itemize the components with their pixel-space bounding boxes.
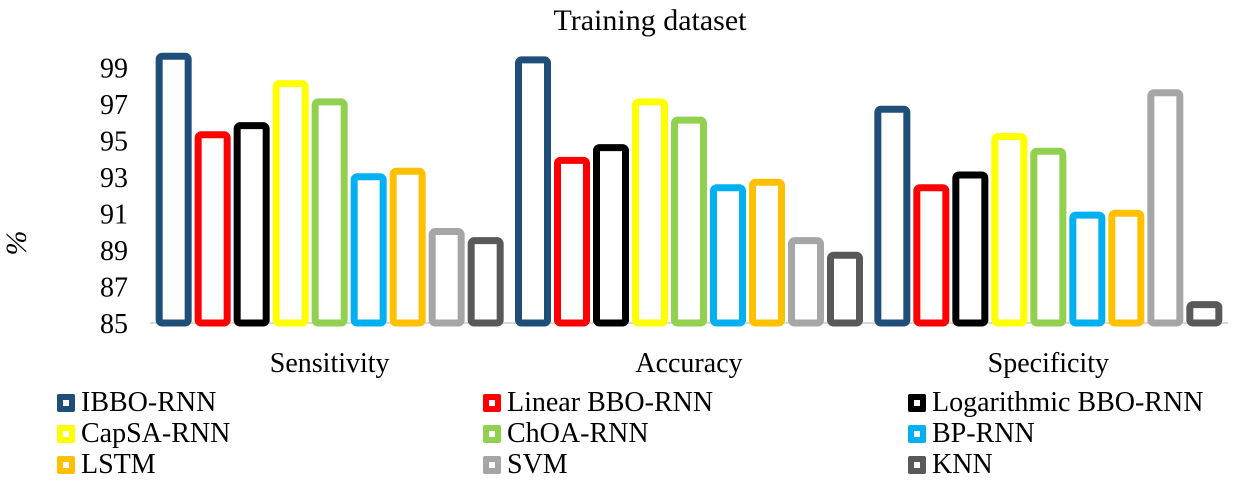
bar-bp-rnn-accuracy [710,184,746,327]
legend-label: CapSA-RNN [81,418,231,449]
bar-bp-rnn-sensitivity [350,173,387,327]
legend-swatch [57,425,75,443]
category-label-specificity: Specificity [988,348,1109,379]
legend-label: IBBO-RNN [81,387,217,418]
bar-logarithmic-bbo-rnn-specificity [952,171,989,327]
bar-lstm-specificity [1108,209,1145,327]
legend-label: LSTM [81,449,156,480]
category-label-sensitivity: Sensitivity [270,348,390,379]
legend-swatch [57,394,75,412]
legend-label: Logarithmic BBO-RNN [932,387,1204,418]
legend: IBBO-RNN Linear BBO-RNN Logarithmic BBO-RN… [0,388,1251,483]
bar-linear-bbo-rnn-sensitivity [194,131,231,327]
y-tick-label: 97 [100,90,128,121]
y-tick-label: 87 [100,272,128,303]
legend-item-logarithmic-bbo-rnn: Logarithmic BBO-RNN [908,388,1203,418]
legend-item-bp-rnn: BP-RNN [908,419,1035,449]
bar-choa-rnn-accuracy [671,116,707,327]
bar-logarithmic-bbo-rnn-sensitivity [233,122,270,327]
bar-bp-rnn-specificity [1069,211,1106,327]
bar-capsa-rnn-specificity [991,133,1028,327]
category-label-accuracy: Accuracy [635,348,742,379]
legend-item-linear-bbo-rnn: Linear BBO-RNN [483,388,713,418]
legend-label: BP-RNN [932,418,1035,449]
y-tick-label: 99 [100,53,128,84]
bar-logarithmic-bbo-rnn-accuracy [593,144,629,327]
bar-ibbo-rnn-accuracy [515,56,551,327]
legend-item-capsa-rnn: CapSA-RNN [57,419,230,449]
legend-swatch [908,394,926,412]
legend-swatch [57,456,75,474]
category-labels: Sensitivity Accuracy Specificity [270,348,1109,379]
bars-group [155,52,1223,327]
bar-svm-specificity [1147,89,1184,327]
chart-title: Training dataset [553,4,747,37]
y-tick-label: 91 [100,199,128,230]
bar-svm-accuracy [788,237,824,327]
legend-item-svm: SVM [483,450,568,480]
bar-linear-bbo-rnn-specificity [913,184,950,327]
legend-swatch [483,394,501,412]
bar-linear-bbo-rnn-accuracy [554,156,590,327]
y-tick-label: 89 [100,236,128,267]
y-tick-label: 95 [100,126,128,157]
bar-knn-accuracy [827,251,863,327]
y-axis-label: % [0,231,33,256]
bar-capsa-rnn-sensitivity [272,80,309,327]
legend-item-ibbo-rnn: IBBO-RNN [57,388,216,418]
y-tick-label: 93 [100,163,128,194]
bar-chart: Training dataset % 85 87 89 91 93 95 97 99 Sens… [0,4,1228,379]
bar-ibbo-rnn-specificity [874,105,911,327]
legend-item-lstm: LSTM [57,450,156,480]
y-tick-label: 85 [100,309,128,340]
bar-knn-sensitivity [467,237,504,327]
bar-choa-rnn-sensitivity [311,98,348,327]
legend-item-choa-rnn: ChOA-RNN [483,419,649,449]
bar-knn-specificity [1186,301,1223,327]
bar-choa-rnn-specificity [1030,147,1067,327]
bar-lstm-sensitivity [389,167,426,327]
legend-swatch [908,456,926,474]
bar-svm-sensitivity [428,228,465,327]
bar-capsa-rnn-accuracy [632,98,668,327]
legend-swatch [908,425,926,443]
y-axis-ticks: 85 87 89 91 93 95 97 99 [100,53,128,340]
legend-label: ChOA-RNN [507,418,649,449]
bar-lstm-accuracy [749,178,785,327]
bar-ibbo-rnn-sensitivity [155,52,192,327]
legend-swatch [483,425,501,443]
legend-swatch [483,456,501,474]
legend-label: KNN [932,449,993,480]
legend-label: SVM [507,449,568,480]
legend-item-knn: KNN [908,450,993,480]
legend-label: Linear BBO-RNN [507,387,714,418]
